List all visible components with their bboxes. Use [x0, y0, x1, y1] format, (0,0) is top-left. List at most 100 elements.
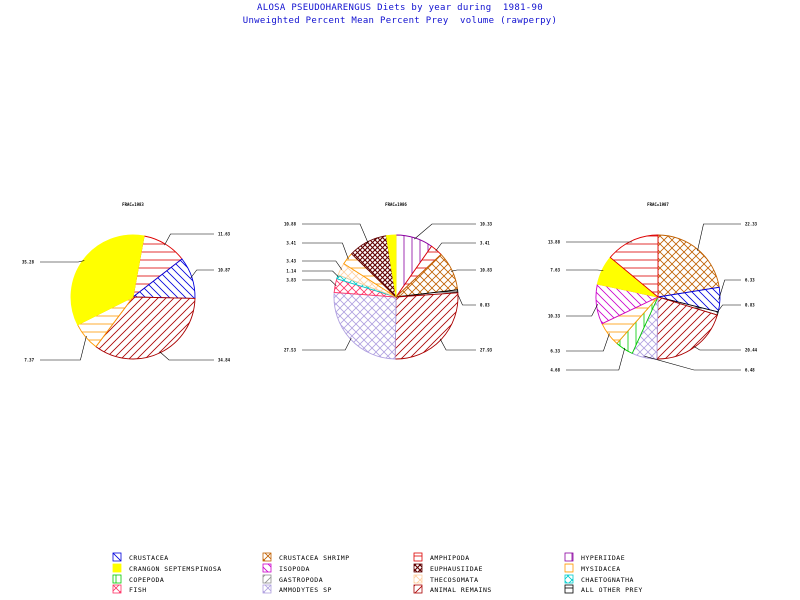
leader-line: [566, 303, 598, 317]
pie-1: FRAC=1983 11.63 10.87 34.84 7.37 35.28: [22, 202, 231, 363]
slice-value-label: 10.33: [480, 222, 493, 227]
leader-line: [164, 233, 214, 246]
pie-slice-crangon: [70, 234, 145, 326]
legend-item-copepoda: COPEPODA: [112, 574, 164, 584]
leader-line: [302, 260, 343, 270]
leader-line: [159, 351, 214, 361]
legend-swatch: [564, 584, 574, 594]
slice-value-label: 1.14: [286, 269, 296, 274]
legend-label: THECOSOMATA: [430, 576, 479, 584]
leader-line: [566, 269, 604, 271]
legend-swatch: [112, 584, 122, 594]
legend-item-gastropoda: GASTROPODA: [262, 574, 323, 584]
legend-item-mysidacea: MYSIDACEA: [564, 563, 620, 573]
pie-slice-crustacea_shrimp: [657, 234, 720, 298]
leader-line: [302, 279, 337, 287]
slice-value-label: 10.83: [480, 268, 493, 273]
legend-swatch: [413, 563, 423, 573]
leader-line: [302, 337, 352, 351]
legend-swatch: [112, 552, 122, 562]
legend-label: AMMODYTES SP: [279, 586, 332, 594]
legend-item-crustacea: CRUSTACEA: [112, 552, 169, 562]
legend: CRUSTACEA CRUSTACEA SHRIMP AMPHIPODA HYPERI…: [112, 552, 643, 594]
legend-item-euphausiidae: EUPHAUSIIDAE: [413, 563, 482, 573]
legend-item-animal_remains: ANIMAL REMAINS: [413, 584, 492, 594]
slice-value-label: 6.33: [745, 278, 755, 283]
legend-swatch: [262, 584, 272, 594]
slice-value-label: 10.33: [548, 314, 561, 319]
slice-value-label: 0.83: [745, 303, 755, 308]
leader-line: [644, 355, 741, 371]
legend-label: ANIMAL REMAINS: [430, 586, 492, 594]
slice-value-label: 27.53: [284, 348, 297, 353]
slice-value-label: 20.44: [745, 348, 758, 353]
legend-label: CRANGON SEPTEMSPINOSA: [129, 565, 222, 573]
legend-label: CRUSTACEA SHRIMP: [279, 554, 350, 562]
legend-item-ammodytes: AMMODYTES SP: [262, 584, 332, 594]
leader-line: [697, 223, 741, 251]
legend-swatch: [112, 574, 122, 584]
legend-item-chaetognatha: CHAETOGNATHA: [564, 574, 634, 584]
legend-swatch: [112, 563, 122, 573]
leader-line: [456, 291, 476, 306]
leader-line: [566, 333, 610, 352]
legend-swatch: [262, 574, 272, 584]
pie-title: FRAC=1983: [122, 202, 144, 207]
leader-line: [716, 304, 741, 314]
slice-value-label: 27.93: [480, 348, 493, 353]
legend-label: AMPHIPODA: [430, 554, 470, 562]
legend-label: GASTROPODA: [279, 576, 323, 584]
slice-value-label: 3.83: [286, 278, 296, 283]
slice-value-label: 3.41: [286, 241, 296, 246]
pie-slice-amphipoda: [609, 234, 659, 298]
legend-label: COPEPODA: [129, 576, 164, 584]
legend-label: ISOPODA: [279, 565, 310, 573]
legend-item-amphipoda: AMPHIPODA: [413, 552, 470, 562]
pie-slice-animal_remains: [394, 292, 459, 360]
pie-slice-crangon: [385, 234, 397, 298]
slice-value-label: 6.48: [745, 368, 755, 373]
legend-label: CHAETOGNATHA: [581, 576, 634, 584]
legend-label: FISH: [129, 586, 147, 594]
slice-value-label: 6.33: [550, 349, 560, 354]
slice-value-label: 7.63: [550, 268, 560, 273]
slice-value-label: 34.84: [218, 358, 231, 363]
slice-value-label: 7.37: [24, 358, 34, 363]
pie-2: FRAC=1986 10.33 3.41 10.83 0.83 27.93 27.53 3.8…: [284, 202, 493, 360]
legend-swatch: [564, 552, 574, 562]
slice-value-label: 35.28: [22, 260, 35, 265]
legend-item-crangon: CRANGON SEPTEMSPINOSA: [112, 563, 222, 573]
leader-line: [435, 242, 476, 252]
legend-label: CRUSTACEA: [129, 554, 169, 562]
slice-value-label: 10.88: [284, 222, 297, 227]
pie-title: FRAC=1986: [385, 202, 407, 207]
leader-line: [439, 338, 476, 351]
leader-line: [190, 269, 214, 279]
leader-line: [693, 345, 741, 351]
leader-line: [718, 279, 741, 300]
slice-value-label: 13.88: [548, 240, 561, 245]
legend-swatch: [262, 563, 272, 573]
pie-3: FRAC=1987 22.33 6.33 0.83 20.44 6.48 4.68 6.33 1…: [548, 202, 758, 373]
legend-label: HYPERIIDAE: [581, 554, 625, 562]
slice-value-label: 3.43: [286, 259, 296, 264]
legend-item-thecosomata: THECOSOMATA: [413, 574, 479, 584]
leader-line: [414, 223, 476, 240]
leader-line: [302, 223, 369, 244]
legend-item-all_other: ALL OTHER PREY: [564, 584, 643, 594]
pie-slice-animal_remains: [95, 296, 196, 360]
legend-swatch: [564, 574, 574, 584]
pie-slice-animal_remains: [656, 296, 718, 360]
leader-line: [302, 242, 349, 260]
leader-line: [302, 270, 339, 278]
chart-title-block: ALOSA PSEUDOHARENGUS Diets by year durin…: [0, 2, 800, 28]
pies-layer: FRAC=198311.6310.8734.847.3735.28FRAC=19…: [22, 202, 758, 373]
leader-line: [450, 269, 476, 272]
legend-swatch: [564, 563, 574, 573]
legend-item-fish: FISH: [112, 584, 147, 594]
leader-line: [40, 260, 85, 263]
leader-line: [40, 335, 87, 361]
legend-label: ALL OTHER PREY: [581, 586, 643, 594]
slice-value-label: 11.63: [218, 232, 231, 237]
